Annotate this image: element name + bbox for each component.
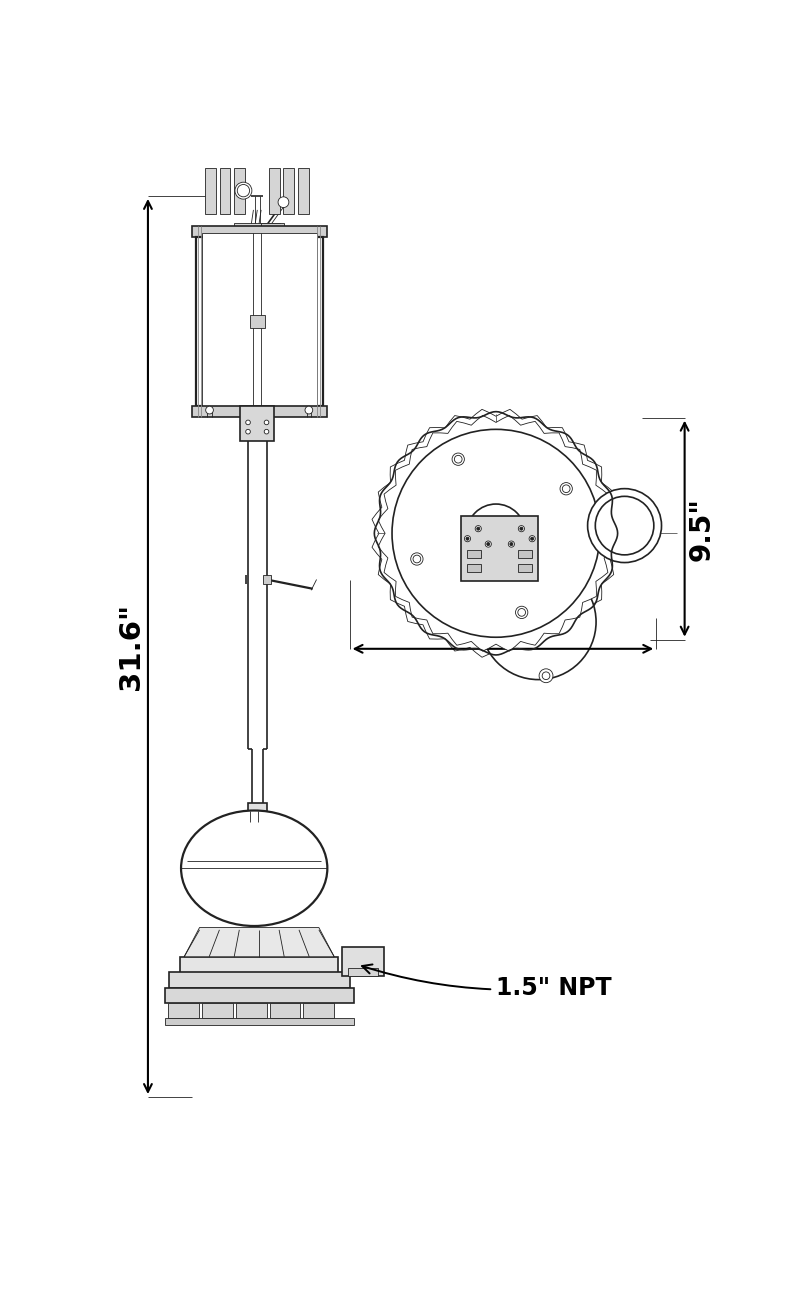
Circle shape	[480, 564, 596, 680]
Circle shape	[464, 536, 471, 542]
Circle shape	[413, 555, 420, 563]
Bar	[236, 1004, 266, 1018]
Bar	[234, 99, 245, 144]
Bar	[168, 972, 350, 988]
Circle shape	[487, 542, 490, 546]
Bar	[284, 99, 294, 144]
Circle shape	[529, 536, 535, 542]
Bar	[298, 99, 309, 144]
Text: 9.5": 9.5"	[688, 497, 715, 560]
Text: 31.6": 31.6"	[117, 603, 145, 690]
Circle shape	[531, 537, 534, 541]
Bar	[248, 803, 266, 822]
Circle shape	[466, 537, 469, 541]
Bar	[249, 316, 265, 328]
Circle shape	[515, 606, 528, 619]
Bar	[462, 516, 539, 581]
Circle shape	[467, 504, 525, 563]
Bar	[241, 406, 275, 441]
Circle shape	[245, 429, 250, 434]
Circle shape	[539, 668, 553, 683]
Bar	[269, 168, 279, 213]
Circle shape	[411, 552, 423, 566]
Bar	[518, 550, 532, 558]
Bar	[261, 224, 284, 237]
Polygon shape	[184, 927, 335, 957]
Bar	[165, 988, 353, 1004]
Ellipse shape	[181, 810, 327, 926]
Circle shape	[542, 672, 550, 680]
Bar	[263, 575, 271, 584]
Bar	[220, 168, 230, 213]
Bar	[192, 406, 326, 417]
Bar	[205, 168, 215, 213]
Circle shape	[595, 497, 654, 555]
Circle shape	[264, 420, 269, 425]
Bar	[467, 564, 481, 572]
Circle shape	[520, 526, 523, 530]
Circle shape	[237, 185, 249, 196]
Bar	[518, 564, 532, 572]
Circle shape	[245, 420, 250, 425]
Bar	[467, 550, 481, 558]
Circle shape	[562, 485, 570, 493]
Text: 9.25": 9.25"	[461, 606, 544, 633]
Circle shape	[454, 455, 462, 463]
Bar	[234, 224, 280, 237]
Circle shape	[509, 541, 514, 547]
Polygon shape	[372, 410, 620, 658]
Bar	[165, 1018, 353, 1024]
Circle shape	[264, 429, 269, 434]
Bar	[298, 168, 309, 213]
Circle shape	[587, 489, 662, 563]
Bar	[342, 946, 384, 976]
Bar	[202, 233, 317, 410]
Circle shape	[560, 482, 573, 495]
Bar	[196, 237, 322, 407]
Bar	[168, 1004, 198, 1018]
Circle shape	[518, 608, 526, 616]
Bar	[269, 99, 279, 144]
Circle shape	[452, 452, 464, 465]
Bar	[348, 968, 378, 976]
Circle shape	[518, 525, 524, 532]
Circle shape	[206, 406, 213, 413]
Circle shape	[485, 541, 492, 547]
Polygon shape	[378, 416, 614, 651]
Circle shape	[475, 525, 481, 532]
Bar	[181, 957, 338, 988]
Bar	[202, 1004, 232, 1018]
Bar	[205, 99, 215, 144]
Text: 1.5" NPT: 1.5" NPT	[362, 965, 612, 1000]
Bar	[192, 226, 326, 237]
Bar	[234, 168, 245, 213]
Circle shape	[235, 182, 252, 199]
Circle shape	[477, 526, 480, 530]
Circle shape	[509, 542, 513, 546]
Circle shape	[392, 429, 600, 637]
Bar	[304, 1004, 335, 1018]
Bar	[270, 1004, 301, 1018]
Circle shape	[305, 406, 313, 413]
Bar	[220, 99, 230, 144]
Circle shape	[278, 196, 289, 208]
Bar	[284, 168, 294, 213]
